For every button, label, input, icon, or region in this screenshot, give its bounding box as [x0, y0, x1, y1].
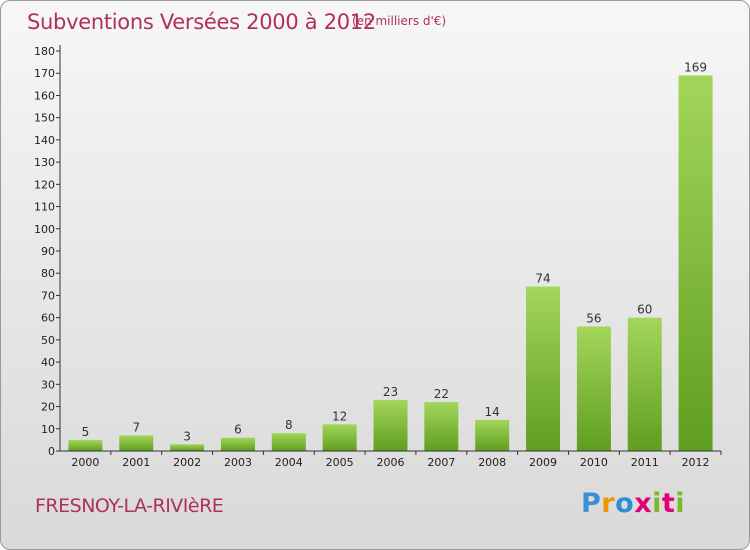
logo-letter: o [615, 488, 635, 519]
y-tick-180: 180 [34, 45, 55, 58]
commune-name: FRESNOY-LA-RIVIèRE [35, 495, 224, 517]
value-label-2008: 14 [485, 405, 500, 419]
value-label-2011: 60 [637, 303, 652, 317]
x-tick-2011: 2011 [631, 456, 659, 469]
x-tick-2003: 2003 [224, 456, 252, 469]
value-label-2000: 5 [82, 425, 90, 439]
value-label-2009: 74 [535, 272, 550, 286]
logo-letter: P [581, 488, 602, 519]
bar-2000 [68, 439, 103, 451]
y-tick-170: 170 [34, 67, 55, 80]
y-tick-50: 50 [41, 334, 55, 347]
x-tick-2006: 2006 [377, 456, 405, 469]
bar-2008 [475, 419, 510, 451]
value-label-2002: 3 [183, 429, 191, 443]
value-label-2007: 22 [434, 387, 449, 401]
value-label-2003: 6 [234, 423, 242, 437]
x-tick-2012: 2012 [682, 456, 710, 469]
y-tick-110: 110 [34, 201, 55, 214]
x-tick-2000: 2000 [71, 456, 99, 469]
axes-group: 2000 2001 2002 2003 2004 2005 2006 2007 2008 2009… [34, 45, 722, 469]
y-tick-20: 20 [41, 401, 55, 414]
bar-2010 [576, 326, 611, 451]
y-tick-30: 30 [41, 378, 55, 391]
x-tick-2007: 2007 [427, 456, 455, 469]
x-tick-2004: 2004 [275, 456, 303, 469]
bar-2006 [373, 399, 408, 451]
bar-2005 [322, 424, 357, 451]
bar-2004 [271, 433, 306, 451]
logo-letter: i [652, 488, 662, 519]
y-tick-40: 40 [41, 356, 55, 369]
x-tick-2010: 2010 [580, 456, 608, 469]
value-label-2012: 169 [684, 60, 707, 74]
value-label-2004: 8 [285, 418, 293, 432]
y-tick-60: 60 [41, 312, 55, 325]
y-tick-130: 130 [34, 156, 55, 169]
bar-2002 [170, 444, 205, 451]
logo-letter: t [661, 488, 676, 519]
bar-2009 [526, 286, 561, 451]
y-tick-100: 100 [34, 223, 55, 236]
x-tick-2001: 2001 [122, 456, 150, 469]
x-tick-2005: 2005 [326, 456, 354, 469]
y-tick-140: 140 [34, 134, 55, 147]
value-label-2005: 12 [332, 409, 347, 423]
y-tick-10: 10 [41, 423, 55, 436]
bars-group: 5 7 3 6 8 12 23 22 14 74 56 60 169 [68, 60, 713, 451]
bar-2012 [678, 75, 713, 451]
y-tick-90: 90 [41, 245, 55, 258]
bar-2007 [424, 402, 459, 451]
x-tick-2002: 2002 [173, 456, 201, 469]
logo-letter: r [601, 488, 616, 519]
x-tick-2009: 2009 [529, 456, 557, 469]
logo-letter: x [634, 488, 653, 519]
value-label-2010: 56 [586, 312, 601, 326]
bar-2011 [627, 317, 662, 451]
value-label-2001: 7 [132, 420, 140, 434]
x-tick-2008: 2008 [478, 456, 506, 469]
chart-title: Subventions Versées 2000 à 2012 [27, 10, 376, 34]
y-tick-80: 80 [41, 267, 55, 280]
bar-2003 [220, 437, 255, 451]
proxiti-logo[interactable]: Proxiti [581, 488, 685, 519]
y-tick-150: 150 [34, 112, 55, 125]
bar-2001 [119, 435, 154, 451]
logo-letter: i [675, 488, 686, 519]
y-tick-160: 160 [34, 89, 55, 102]
y-tick-0: 0 [48, 445, 55, 458]
y-tick-70: 70 [41, 289, 55, 302]
y-tick-120: 120 [34, 178, 55, 191]
value-label-2006: 23 [383, 385, 398, 399]
unit-note: (en milliers d'€) [352, 14, 447, 28]
